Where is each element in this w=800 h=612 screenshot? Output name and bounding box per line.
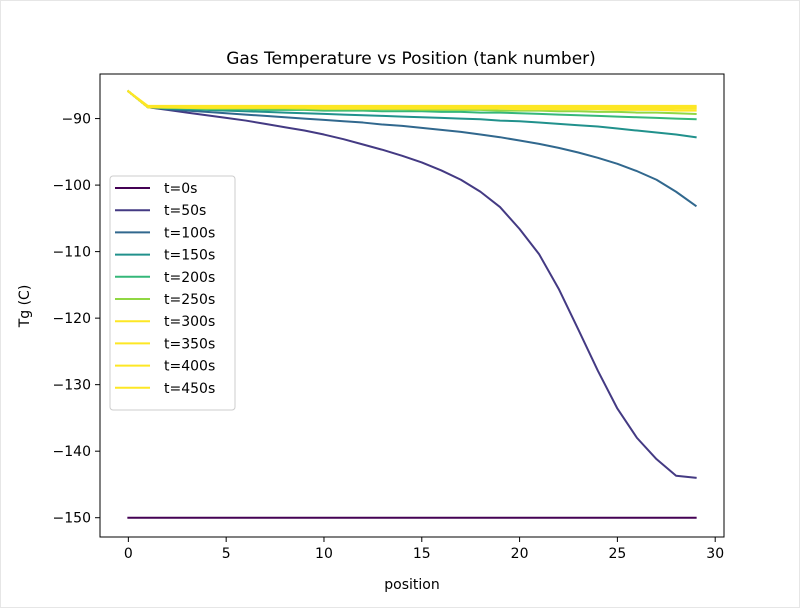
x-tick-label: 20 — [511, 546, 529, 562]
y-tick-label: −150 — [53, 511, 91, 527]
legend-box — [109, 175, 236, 411]
series-line-1 — [126, 89, 697, 479]
series-line-9 — [126, 89, 697, 107]
legend-label-4: t=200s — [164, 270, 215, 286]
y-tick-label: −140 — [53, 444, 91, 460]
x-tick-label: 15 — [413, 546, 431, 562]
legend-label-8: t=400s — [164, 359, 215, 375]
y-tick-label: −120 — [53, 311, 91, 327]
series-line-3 — [126, 89, 697, 139]
legend-label-5: t=250s — [164, 292, 215, 308]
y-tick-label: −90 — [61, 112, 91, 128]
x-tick-label: 25 — [608, 546, 626, 562]
x-tick-label: 10 — [315, 546, 333, 562]
legend-label-3: t=150s — [164, 248, 215, 264]
plot-area-frame — [99, 73, 725, 538]
x-axis-ticks: 0 5 10 15 20 25 30 — [124, 537, 724, 562]
x-tick-label: 0 — [124, 546, 133, 562]
legend-label-6: t=300s — [164, 314, 215, 330]
series-line-8 — [126, 89, 697, 109]
legend-label-0: t=0s — [164, 181, 197, 197]
chart-title: Gas Temperature vs Position (tank number… — [226, 49, 596, 69]
legend-label-7: t=350s — [164, 336, 215, 352]
legend-label-2: t=100s — [164, 225, 215, 241]
x-tick-label: 5 — [222, 546, 231, 562]
y-tick-label: −110 — [53, 245, 91, 261]
legend-label-9: t=450s — [164, 381, 215, 397]
legend-label-1: t=50s — [164, 203, 206, 219]
legend: t=0s t=50s t=100s t=150s t=200s t=250s t=300s t… — [109, 175, 236, 411]
y-tick-label: −130 — [53, 378, 91, 394]
series-layer — [126, 89, 698, 519]
series-line-2 — [126, 89, 698, 208]
x-tick-label: 30 — [706, 546, 724, 562]
x-axis-label: position — [384, 577, 439, 593]
y-axis-ticks: −90 −100 −110 −120 −130 −140 −150 — [53, 112, 100, 527]
y-tick-label: −100 — [53, 178, 91, 194]
y-axis-label: Tg (C) — [17, 285, 33, 329]
